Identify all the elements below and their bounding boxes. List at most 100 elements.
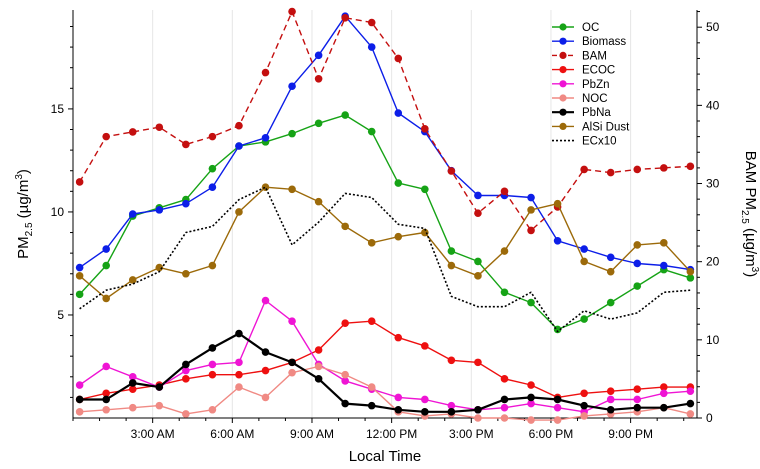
data-point-pbna [633,403,642,412]
data-point-oc [686,274,695,282]
data-point-ecoc [182,375,190,383]
data-point-oc [633,282,642,290]
data-point-biomass [235,142,243,150]
left-axis-title: PM2.5 (µg/m3) [14,169,35,259]
data-point-ecoc [606,387,615,396]
data-point-pbzn [288,317,296,325]
data-point-bam [421,125,429,133]
legend-swatch-marker [559,37,567,45]
data-point-pbna [208,344,217,352]
data-point-pbna [500,395,509,404]
data-point-ecoc [633,385,642,393]
data-point-pbna [660,403,668,412]
data-point-biomass [606,253,615,262]
data-point-ecoc [447,356,456,365]
data-point-ecoc [261,366,270,375]
series-layer [75,7,695,424]
data-point-alsi-dust [447,261,456,270]
data-point-alsi-dust [261,183,270,192]
legend-label: ECx10 [582,136,617,148]
data-point-alsi-dust [553,199,562,208]
plot-frame [72,10,698,419]
data-point-pbna [686,399,695,408]
legend: OC Biomass BAM ECOC PbZn NOC PbNa AlSi Dust ECx1… [552,22,630,148]
data-point-bam [235,121,243,130]
data-point-pbzn [341,377,349,385]
data-point-alsi-dust [155,263,164,272]
data-point-ecoc [235,370,243,379]
data-point-oc [394,179,403,187]
data-point-biomass [553,236,562,245]
data-point-pbna [288,358,296,367]
data-point-noc [686,410,695,418]
data-point-bam [394,54,403,63]
data-point-pbna [75,395,84,404]
data-point-alsi-dust [394,232,403,241]
data-point-ecoc [421,342,429,350]
series-alsi-dust [75,183,695,303]
data-point-oc [527,298,535,307]
legend-item-bam: BAM [552,50,607,62]
data-point-noc [235,383,243,391]
legend-item-noc: NOC [552,93,608,105]
data-point-noc [261,393,270,402]
data-point-pbna [102,395,110,404]
data-point-pbna [394,405,403,414]
data-point-bam [500,187,509,196]
y-right-tick-label: 20 [706,255,720,269]
data-point-biomass [155,206,164,214]
data-point-ecoc [314,346,323,354]
data-point-oc [367,127,376,136]
x-grid [152,10,632,418]
data-point-biomass [75,263,84,272]
series-line-ecoc [79,320,691,401]
data-point-ecoc [660,383,668,391]
data-point-pbzn [447,401,456,410]
data-point-bam [288,7,296,16]
data-point-pbna [580,401,588,410]
y-left-tick-label: 15 [51,102,65,116]
legend-swatch-marker [559,108,567,116]
legend-swatch-marker [559,51,567,60]
data-point-pbna [606,405,615,414]
data-point-bam [128,128,137,136]
data-point-noc [208,405,217,414]
data-point-pbzn [421,395,429,404]
right-axis-title-part: BAM PM [742,151,759,210]
series-noc [75,362,695,424]
data-point-bam [261,68,270,77]
y-left-tick-label: 10 [51,205,65,219]
data-point-bam [686,162,695,171]
data-point-oc [606,298,615,307]
data-point-pbzn [660,389,668,398]
legend-label: PbZn [582,79,610,91]
data-point-bam [208,132,217,141]
data-point-alsi-dust [633,241,642,249]
data-point-noc [527,416,535,424]
data-point-pbzn [128,372,137,381]
series-ecoc [75,317,695,404]
legend-label: PbNa [582,107,611,119]
data-point-pbna [261,348,270,356]
x-tick-label: 3:00 AM [131,427,175,441]
data-point-alsi-dust [102,294,110,303]
data-point-ecoc [500,375,509,383]
legend-label: ECOC [582,65,615,77]
y-left-tick-label: 5 [57,308,64,322]
data-point-alsi-dust [500,247,509,255]
data-point-oc [580,315,588,323]
series-line-alsi-dust [79,186,691,300]
data-point-alsi-dust [474,272,482,280]
data-point-pbzn [182,366,190,375]
data-point-ecoc [527,381,535,389]
data-point-alsi-dust [580,257,588,266]
series-line-noc [79,365,691,421]
series-bam [75,7,695,235]
legend-item-biomass: Biomass [552,36,626,48]
data-point-oc [288,129,296,138]
data-point-biomass [474,191,482,200]
data-point-alsi-dust [288,185,296,194]
data-point-bam [474,209,482,218]
data-point-pbna [155,383,164,391]
data-point-pbna [314,375,323,383]
